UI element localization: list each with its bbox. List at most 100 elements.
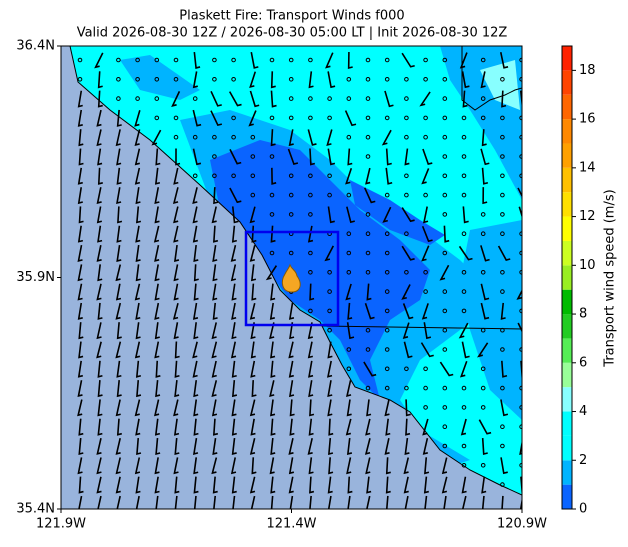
contour <box>120 55 200 100</box>
wind-barb <box>270 90 277 108</box>
calm-marker <box>327 289 332 294</box>
wind-barb <box>288 457 295 475</box>
calm-marker <box>404 231 409 236</box>
colorbar-bin <box>562 94 572 120</box>
wind-barb <box>402 322 410 339</box>
calm-marker <box>346 270 352 275</box>
wind-barb <box>116 167 122 185</box>
wind-barb <box>405 418 411 436</box>
wind-barb <box>346 399 352 417</box>
wind-barb <box>212 302 218 320</box>
wind-barb <box>421 245 430 262</box>
wind-barb <box>174 495 178 509</box>
wind-barb <box>228 91 242 107</box>
calm-marker <box>365 270 371 275</box>
wind-barb <box>193 264 199 282</box>
wind-barb <box>96 283 102 301</box>
calm-marker <box>442 443 448 449</box>
wind-barb <box>193 322 199 340</box>
colorbar-bin <box>562 289 572 315</box>
wind-barb <box>154 418 161 436</box>
wind-barb <box>171 91 181 108</box>
calm-marker <box>384 366 390 372</box>
wind-barb <box>78 322 84 340</box>
calm-marker <box>500 173 505 179</box>
wind-barb <box>154 167 161 185</box>
calm-marker <box>327 270 332 275</box>
calm-marker <box>442 96 448 101</box>
wind-barb <box>97 167 103 185</box>
wind-barb <box>96 129 102 147</box>
wind-barb <box>366 495 371 509</box>
calm-marker <box>442 385 448 391</box>
wind-barb <box>134 109 141 127</box>
wind-barb <box>97 380 103 398</box>
wind-barb <box>346 437 353 456</box>
wind-barb <box>346 206 355 224</box>
wind-barb <box>401 207 415 223</box>
y-tick-label: 35.9N <box>16 270 55 285</box>
wind-barb <box>363 187 376 204</box>
wind-barb <box>154 187 160 205</box>
calm-marker <box>173 77 179 82</box>
calm-marker <box>442 308 448 314</box>
wind-barb <box>174 380 180 398</box>
wind-barb <box>347 148 353 166</box>
wind-barb <box>270 341 276 359</box>
wind-barb <box>289 322 295 340</box>
wind-barb <box>172 187 179 204</box>
calm-marker <box>461 443 467 449</box>
wind-barb <box>97 71 103 89</box>
calm-marker <box>365 115 371 121</box>
wind-barb <box>459 52 468 69</box>
wind-barb <box>424 495 428 509</box>
wind-barb <box>461 341 470 359</box>
wind-barb <box>249 90 260 108</box>
calm-marker <box>500 192 505 198</box>
wind-barb <box>173 206 179 224</box>
wind-barb <box>519 90 522 108</box>
calm-marker <box>461 385 467 391</box>
wind-barb <box>481 167 489 185</box>
calm-marker <box>154 77 160 82</box>
wind-barb <box>327 71 336 89</box>
wind-barb <box>193 51 201 69</box>
fire-icon <box>281 263 301 293</box>
wind-barb <box>497 245 511 261</box>
calm-marker <box>500 154 505 159</box>
calm-marker <box>423 366 428 372</box>
wind-barb <box>97 148 103 166</box>
wind-barb <box>443 495 447 509</box>
wind-barb <box>325 52 334 69</box>
wind-barb <box>401 245 415 261</box>
wind-barb <box>308 380 314 398</box>
wind-barb <box>520 360 522 378</box>
calm-marker <box>442 115 448 121</box>
wind-barb <box>309 283 315 301</box>
wind-barb <box>78 476 84 494</box>
calm-marker <box>404 115 409 121</box>
calm-marker <box>442 57 448 63</box>
calm-marker <box>480 385 486 391</box>
wind-barb <box>439 264 450 281</box>
wind-barb <box>326 360 333 378</box>
wind-barb <box>97 90 103 108</box>
wind-barb <box>77 109 83 127</box>
wind-barb <box>287 148 299 165</box>
calm-marker <box>269 154 275 159</box>
wind-barb <box>116 495 121 509</box>
calm-marker <box>288 192 294 198</box>
wind-barb <box>135 244 141 262</box>
calm-marker <box>250 173 256 179</box>
wind-barb <box>153 225 160 243</box>
wind-barb <box>439 361 454 377</box>
wind-barb <box>308 360 314 378</box>
wind-barb <box>381 129 392 146</box>
wind-barb <box>77 399 83 417</box>
wind-barb <box>154 283 160 301</box>
wind-barb <box>151 129 162 146</box>
wind-barb <box>404 495 409 509</box>
wind-barb <box>193 399 199 417</box>
calm-marker <box>154 96 160 101</box>
